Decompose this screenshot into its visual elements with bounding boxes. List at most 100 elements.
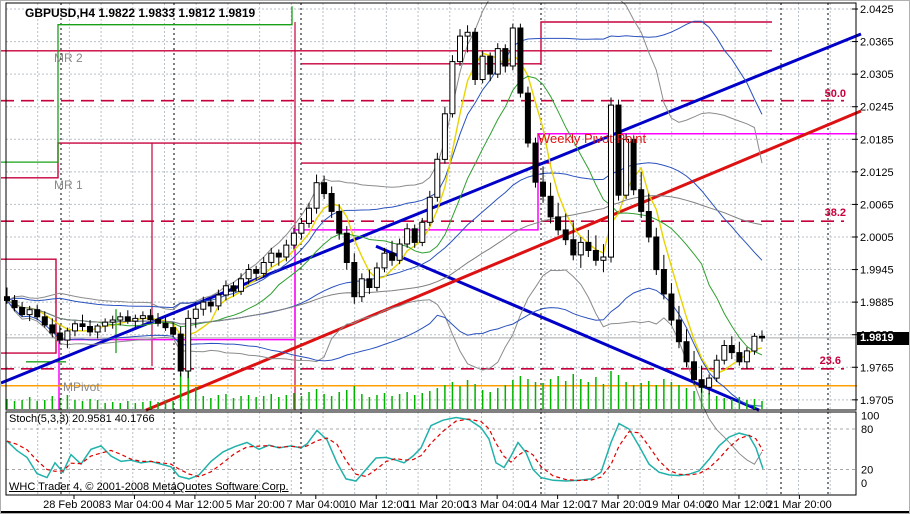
candle-body <box>517 27 524 94</box>
sma-mid <box>6 75 763 356</box>
candle-body <box>547 195 554 218</box>
candle-body <box>72 323 78 332</box>
time-axis-label: 17 Mar 20:00 <box>586 499 651 511</box>
candle-body <box>117 316 124 321</box>
candle-body <box>675 319 682 343</box>
candle-body <box>41 316 48 326</box>
candle-body <box>132 317 139 322</box>
candle-body <box>555 216 562 231</box>
stoch-scale-label: 0 <box>861 478 867 490</box>
candle-body <box>472 31 479 80</box>
candle-body <box>283 244 290 258</box>
time-axis-label: 21 Mar 20:00 <box>767 499 832 511</box>
candle-body <box>623 138 630 196</box>
candle-body <box>245 269 252 280</box>
candle-body <box>290 232 297 246</box>
candle-body <box>653 236 660 271</box>
stoch-main-line <box>6 416 764 482</box>
candle-body <box>313 182 320 209</box>
price-axis-label: 1.9825 <box>860 330 894 342</box>
price-axis-label: 2.0185 <box>860 134 894 146</box>
candle-body <box>721 345 728 361</box>
time-axis-label: 5 Mar 20:00 <box>226 499 285 511</box>
candle-body <box>524 92 531 144</box>
candle-body <box>34 309 41 318</box>
bollinger-blue-upper <box>6 20 763 309</box>
candle-body <box>502 48 509 67</box>
candle-body <box>736 352 743 363</box>
candle-body <box>185 317 192 372</box>
candle-body <box>298 222 305 234</box>
candle-body <box>64 330 71 341</box>
candle-body <box>532 142 539 183</box>
candle-body <box>253 269 260 274</box>
stochastic-layer <box>6 416 764 482</box>
time-axis-label: 19 Mar 04:00 <box>646 499 711 511</box>
candle-body <box>706 377 713 388</box>
price-axis-label: 1.9885 <box>860 297 894 309</box>
bollinger-blue-lower <box>6 287 763 407</box>
candle-body <box>396 243 403 261</box>
bollinger-gray-lower <box>6 269 763 465</box>
candle-body <box>479 55 486 80</box>
time-axis-label: 28 Feb 2008 <box>43 499 105 511</box>
candle-body <box>728 345 735 354</box>
candle-body <box>49 324 56 334</box>
candle-body <box>494 48 501 75</box>
stoch-scale-label: 80 <box>861 424 873 436</box>
candle-body <box>87 326 93 333</box>
candle-body <box>26 309 33 316</box>
candle-body <box>660 269 667 295</box>
candle-body <box>321 182 328 195</box>
candle-body <box>426 196 433 223</box>
downtrend-blue <box>375 244 760 412</box>
candle-body <box>192 308 199 319</box>
candle-body <box>562 229 569 241</box>
price-axis-label: 1.9765 <box>860 362 894 374</box>
candle-body <box>177 333 184 372</box>
candle-body <box>585 241 592 251</box>
mr1-line <box>1 142 301 179</box>
candle-body <box>615 104 622 196</box>
candle-body <box>608 104 614 258</box>
price-axis[interactable]: 2.0425 2.0365 2.0305 2.0245 2.0185 2.0125 2.00… <box>852 4 894 490</box>
candle-body <box>56 332 63 341</box>
period-separators <box>60 3 829 495</box>
candle-body <box>306 207 312 224</box>
candle-body <box>487 55 494 75</box>
uptrend-red <box>145 109 862 412</box>
candle-body <box>109 319 116 323</box>
candle-body <box>275 252 282 258</box>
candle-body <box>373 267 380 288</box>
candle-body <box>351 262 358 298</box>
price-axis-label: 2.0005 <box>860 232 894 244</box>
candle-body <box>441 113 448 160</box>
price-axis-label: 2.0125 <box>860 167 894 179</box>
candle-body <box>434 158 441 198</box>
stoch-scale-label: 20 <box>861 465 873 477</box>
candle-body <box>630 138 637 191</box>
time-axis-label: 20 Mar 12:00 <box>707 499 772 511</box>
candle-body <box>381 252 388 269</box>
candle-body <box>411 228 418 243</box>
time-axis-label: 7 Mar 04:00 <box>286 499 345 511</box>
candles-layer <box>4 23 765 395</box>
candle-body <box>404 228 411 245</box>
wr-green <box>1 6 293 163</box>
candle-body <box>238 278 244 292</box>
candle-body <box>147 315 154 321</box>
candle-body <box>691 361 697 381</box>
bollinger-gray-upper <box>6 1 763 311</box>
price-axis-label: 2.0065 <box>860 199 894 211</box>
candle-body <box>124 316 131 322</box>
time-axis-label: 4 Mar 12:00 <box>166 499 225 511</box>
candle-body <box>540 181 546 197</box>
time-axis[interactable]: 28 Feb 2008 3 Mar 04:00 4 Mar 12:00 5 Mar 2… <box>43 495 832 511</box>
candle-body <box>215 294 222 307</box>
price-axis-label: 1.9705 <box>860 395 894 407</box>
candle-body <box>759 335 765 339</box>
candle-body <box>170 327 177 335</box>
candle-body <box>449 61 456 115</box>
price-axis-label: 1.9945 <box>860 265 894 277</box>
